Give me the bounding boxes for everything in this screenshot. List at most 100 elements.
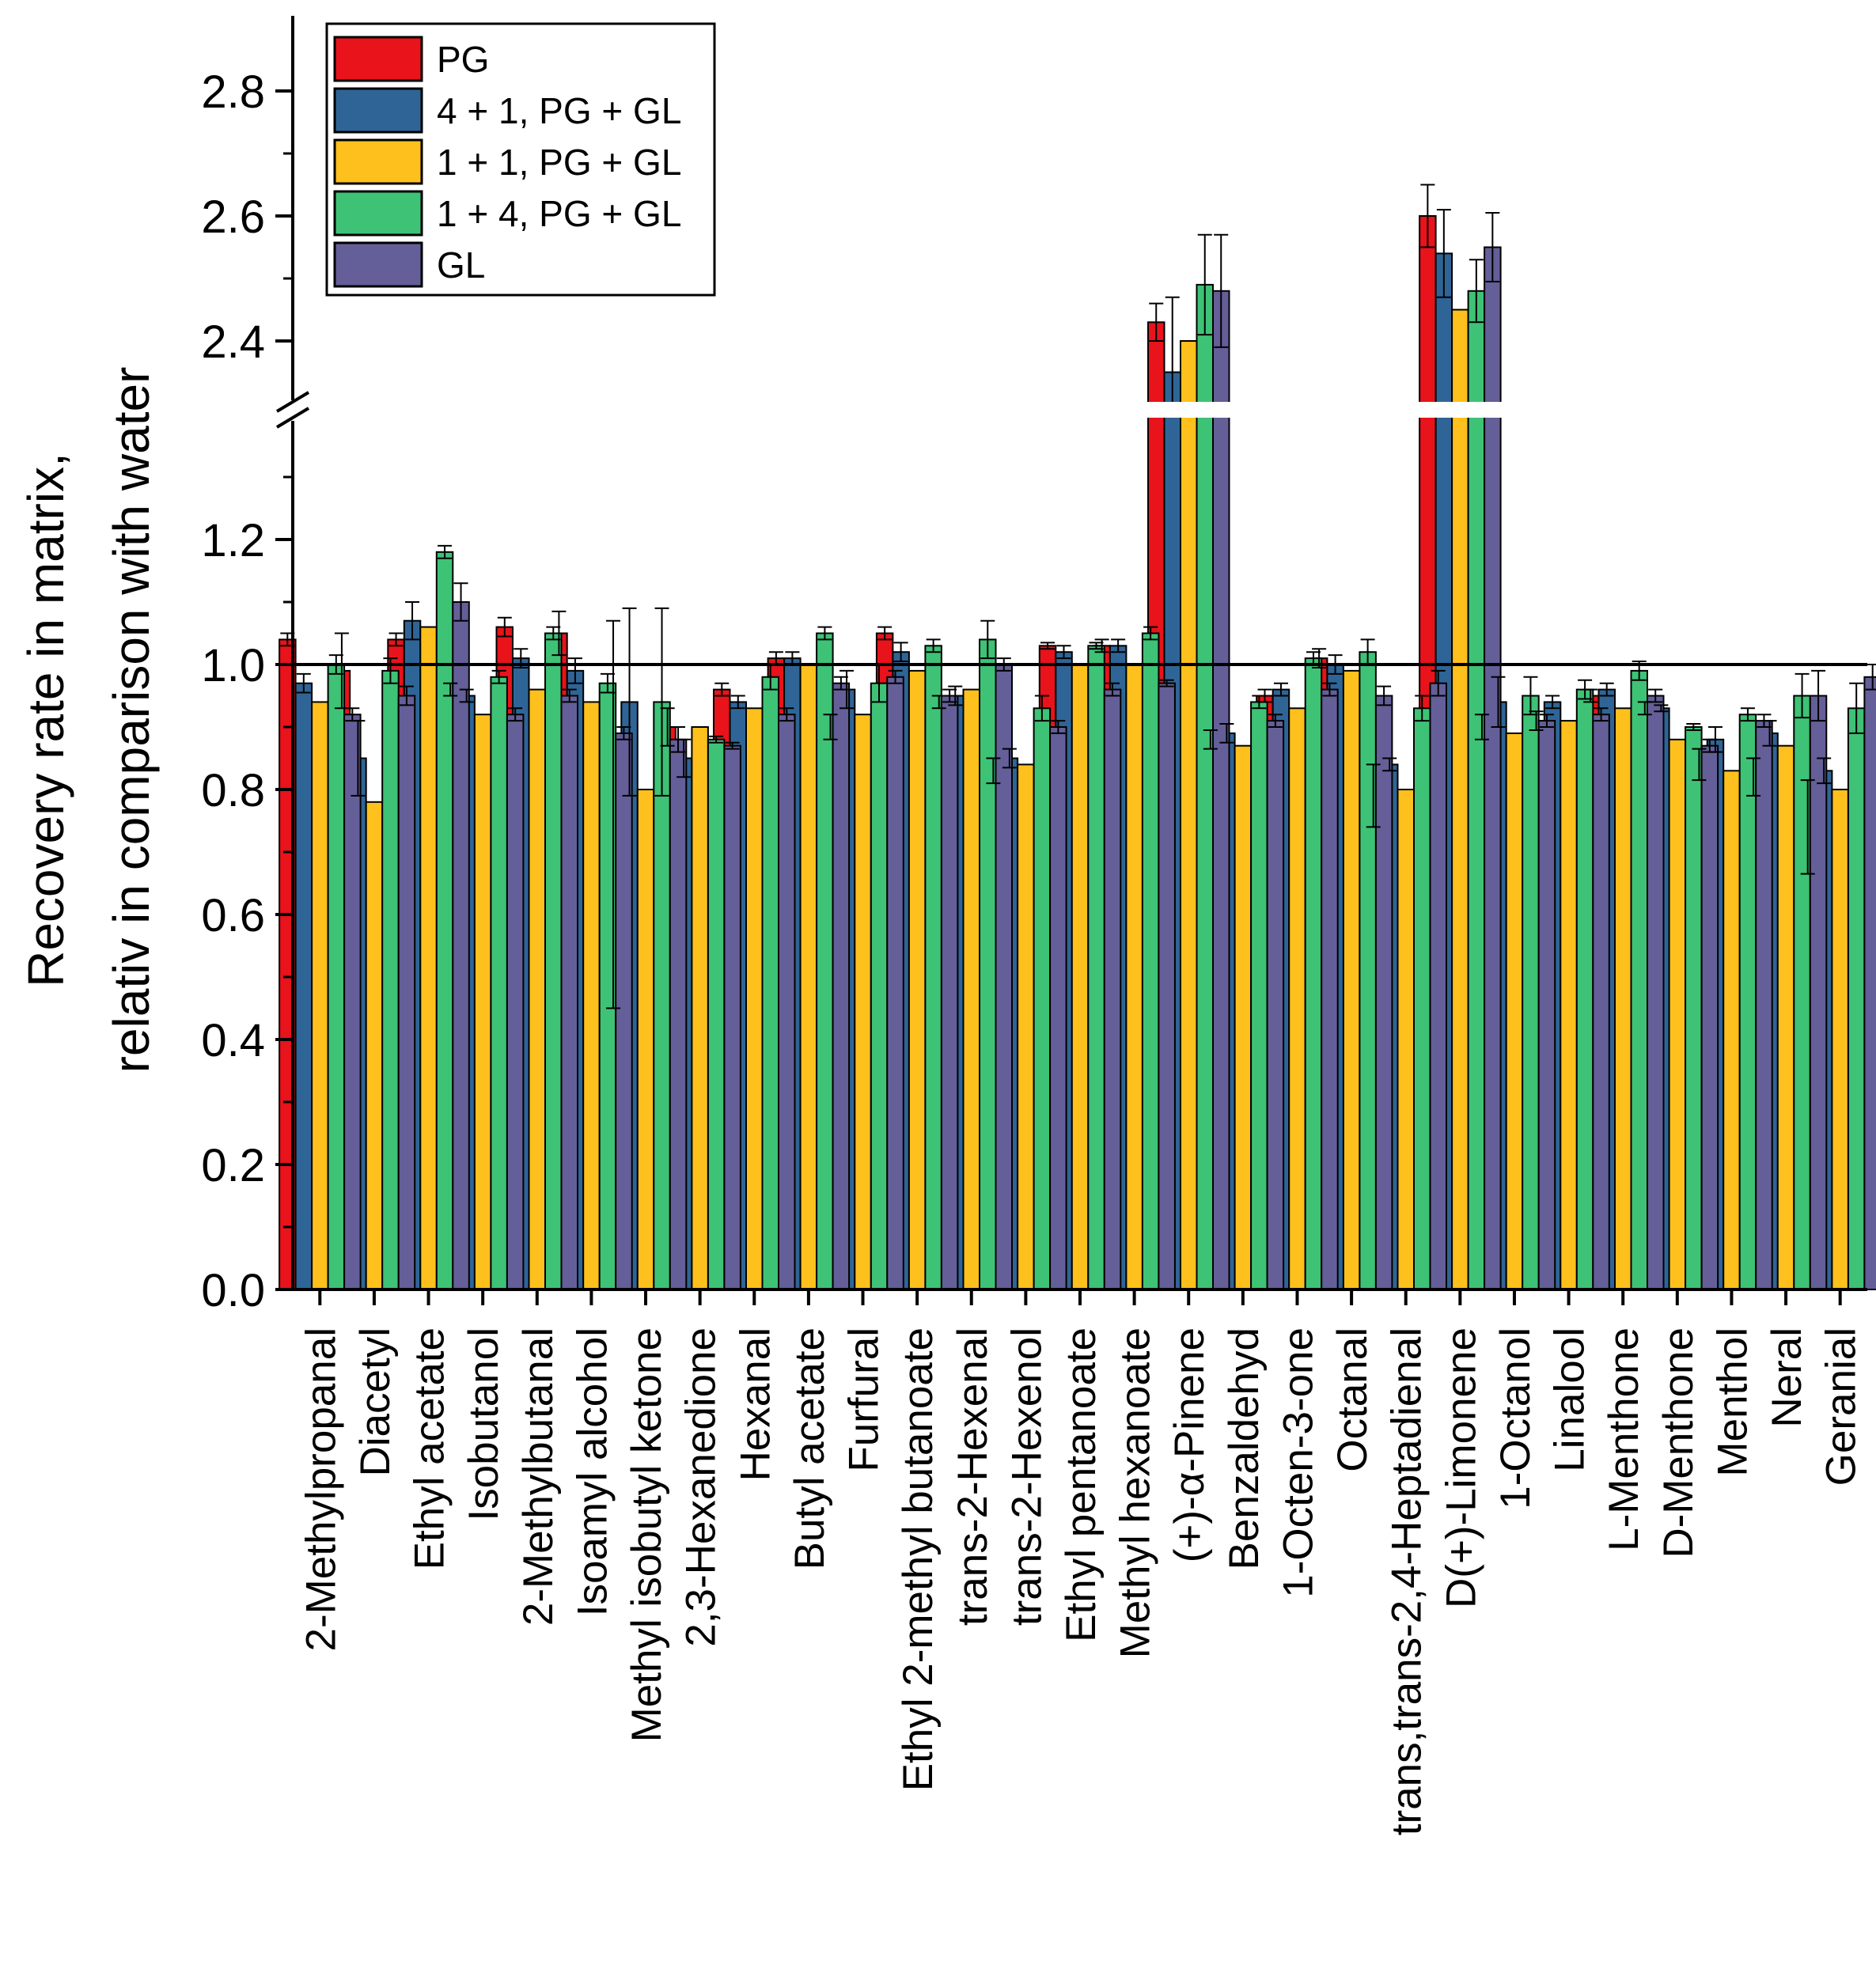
y-axis-label: Recovery rate in matrix, relativ in comp…	[17, 367, 160, 1074]
error-bar-1-octen-3-one-series-5	[1322, 682, 1337, 697]
error-bar-hexanal-series-2	[730, 695, 745, 710]
bar-diacetyl-series-3	[365, 801, 384, 1290]
error-bar-d-menthone-series-2	[1654, 704, 1669, 713]
error-bar-geranial-series-1	[1800, 779, 1815, 875]
bar-furfural-series-5	[886, 676, 904, 1290]
x-tick-label-25: D-Menthone	[1655, 1327, 1702, 1558]
bar-2-3-hexanedione-series-4	[707, 738, 726, 1290]
bar-2-methylpropanal-series-2	[294, 682, 313, 1290]
bar-pinene-series-3	[1180, 340, 1198, 1290]
error-bar-trans-2-hexenal-series-1	[931, 695, 946, 710]
error-bar-2-3-hexanedione-series-5	[725, 741, 740, 750]
error-bar-benzaldehyd-series-5	[1268, 714, 1283, 728]
bar-1-octanol-series-3	[1505, 732, 1524, 1290]
error-bar-hexanal-series-1	[714, 682, 730, 697]
bar-benzaldehyd-series-3	[1234, 744, 1253, 1290]
error-bar-methyl-isobutyl-ketone-series-4	[654, 607, 669, 797]
x-tick-label-2: Ethyl acetate	[407, 1327, 453, 1570]
error-bar-trans-2-hexenol-series-1	[986, 757, 1001, 785]
bar-butyl-acetate-series-3	[799, 664, 818, 1290]
x-tick-label-26: Menthol	[1709, 1327, 1756, 1477]
legend-swatch-1	[333, 36, 423, 82]
bar-geranial-series-3	[1831, 789, 1849, 1290]
error-bar-2-methylpropanal-series-2	[296, 672, 311, 694]
bar-methyl-isobutyl-ketone-series-5	[669, 738, 688, 1290]
bar-furfural-series-4	[870, 682, 889, 1290]
bar-geranial-series-4	[1847, 707, 1866, 1290]
error-bar-2-methylbutanal-series-4	[546, 626, 561, 641]
bar-trans-2-hexenol-series-3	[1017, 763, 1035, 1290]
error-bar-trans-trans-2-4-heptadienal-series-2	[1382, 757, 1397, 772]
x-tick-label-19: Octanal	[1329, 1327, 1376, 1472]
axis-break-gap	[291, 402, 1874, 418]
bar-menthol-series-3	[1723, 770, 1741, 1290]
y-tick-label-lower-1: 0.2	[201, 1140, 265, 1191]
y-tick-label-upper-1: 2.6	[201, 191, 265, 243]
error-bar-geranial-series-2	[1817, 757, 1832, 785]
y-tick-label-lower-2: 0.4	[201, 1015, 265, 1066]
bar-hexanal-series-5	[778, 714, 796, 1290]
bar-d-menthone-series-5	[1700, 744, 1719, 1290]
error-bar-2-3-hexanedione-series-2	[676, 738, 692, 778]
bars-layer	[279, 215, 1876, 1290]
bar-geranial-series-5	[1863, 676, 1876, 1290]
error-bar-ethyl-pentanoate-series-1	[1040, 642, 1055, 650]
legend-label-2: 4 + 1, PG + GL	[437, 90, 681, 131]
x-tick-label-10: Furfural	[841, 1327, 888, 1472]
error-bar-neral-series-4	[1795, 672, 1810, 719]
y-tick-label-lower-0: 0.0	[201, 1265, 265, 1316]
x-tick-label-7: 2,3-Hexanedione	[678, 1327, 725, 1647]
x-tick-label-14: Ethyl pentanoate	[1058, 1327, 1105, 1642]
bar-linalool-series-4	[1575, 688, 1594, 1290]
y-tick-label-lower-4: 0.8	[201, 765, 265, 816]
x-tick-label-28: Geranial	[1818, 1327, 1865, 1486]
bar-ethyl-acetate-series-3	[419, 626, 438, 1290]
bar-neral-series-3	[1776, 744, 1795, 1290]
bar-trans-trans-2-4-heptadienal-series-4	[1413, 707, 1431, 1290]
bar-benzaldehyd-series-4	[1250, 701, 1268, 1290]
bar-ethyl-pentanoate-series-5	[1103, 688, 1122, 1290]
error-bar-d-limonene-series-2	[1436, 209, 1451, 298]
error-bar-d-menthone-series-5	[1702, 738, 1717, 753]
bar-methyl-hexanoate-series-5	[1158, 682, 1176, 1290]
error-bar-neral-series-2	[1762, 720, 1777, 747]
bar-ethyl-pentanoate-series-3	[1071, 664, 1090, 1290]
error-bar-2-methylpropanal-series-5	[345, 707, 360, 722]
bar-isoamyl-alcohol-series-5	[615, 732, 633, 1290]
error-bar-d-limonene-series-1	[1420, 184, 1435, 248]
legend-swatch-2	[333, 87, 423, 134]
error-bar-menthol-series-4	[1740, 707, 1755, 722]
error-bar-benzaldehyd-series-1	[1203, 729, 1218, 750]
legend-swatch-3	[333, 138, 423, 185]
error-bar-trans-2-hexenol-series-2	[1002, 748, 1017, 769]
x-tick-label-4: 2-Methylbutanal	[515, 1327, 562, 1626]
error-bar-trans-2-hexenal-series-4	[980, 619, 995, 660]
error-bar-ethyl-pentanoate-series-2	[1056, 645, 1071, 660]
x-tick-label-11: Ethyl 2-methyl butanoate	[895, 1327, 942, 1791]
bar-trans-trans-2-4-heptadienal-series-3	[1397, 789, 1415, 1290]
error-bar-methyl-hexanoate-series-4	[1143, 626, 1158, 641]
bar-2-3-hexanedione-series-5	[723, 744, 741, 1290]
bar-diacetyl-series-5	[397, 695, 416, 1290]
error-bar-ethyl-acetate-series-4	[438, 544, 453, 559]
error-bar-furfural-series-5	[888, 669, 903, 684]
legend-label-1: PG	[437, 39, 489, 80]
bar-1-octen-3-one-series-3	[1288, 707, 1306, 1290]
error-bar-geranial-series-5	[1865, 664, 1876, 691]
error-bar-methyl-isobutyl-ketone-series-5	[671, 726, 686, 753]
y-tick-label-upper-2: 2.8	[201, 66, 265, 118]
y-axis-label-line1: Recovery rate in matrix,	[17, 453, 74, 987]
error-bar-2-methylbutanal-series-1	[497, 616, 512, 638]
y-tick-label-lower-6: 1.2	[201, 515, 265, 566]
error-bar-l-menthone-series-1	[1583, 688, 1598, 703]
bar-pinene-series-5	[1212, 290, 1230, 1290]
error-bar-isoamyl-alcohol-series-5	[616, 726, 631, 740]
y-tick-label-lower-3: 0.6	[201, 890, 265, 941]
x-tick-label-1: Diacetyl	[352, 1327, 399, 1477]
error-bar-1-octen-3-one-series-2	[1273, 682, 1288, 697]
legend-label-3: 1 + 1, PG + GL	[437, 142, 681, 183]
bar-l-menthone-series-3	[1614, 707, 1632, 1290]
legend-swatch-4	[333, 190, 423, 237]
error-bar-furfural-series-1	[823, 714, 838, 740]
error-bar-2-3-hexanedione-series-4	[709, 735, 724, 744]
